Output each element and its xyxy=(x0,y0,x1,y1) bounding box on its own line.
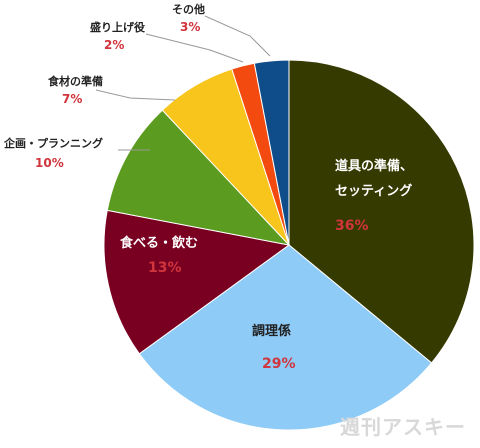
slice-label: 道具の準備、 セッティング xyxy=(335,159,414,199)
value-label: 10% xyxy=(35,156,64,170)
value-label: 29% xyxy=(262,356,296,372)
watermark: 週刊アスキー xyxy=(340,415,466,439)
slice-label: 食材の準備 xyxy=(48,75,103,88)
slice-label: その他 xyxy=(172,3,205,16)
leader-line xyxy=(145,33,244,63)
slice-label: 調理係 xyxy=(252,324,292,339)
pie-slice xyxy=(103,209,291,355)
value-label: 7% xyxy=(62,92,83,106)
value-label: 3% xyxy=(180,20,201,34)
slice-label: 盛り上げ役 xyxy=(90,21,145,34)
value-label: 13% xyxy=(148,260,182,276)
leader-line xyxy=(204,15,271,57)
pie-slice xyxy=(106,109,291,246)
pie-slice xyxy=(138,244,433,431)
value-label: 2% xyxy=(104,38,125,52)
leader-line xyxy=(95,89,176,101)
slice-label: 企画・プランニング xyxy=(4,137,103,150)
pie-slice xyxy=(253,59,290,246)
slice-label: 食べる・飲む xyxy=(120,236,199,251)
value-label: 36% xyxy=(335,218,369,234)
pie-slice xyxy=(288,59,475,364)
